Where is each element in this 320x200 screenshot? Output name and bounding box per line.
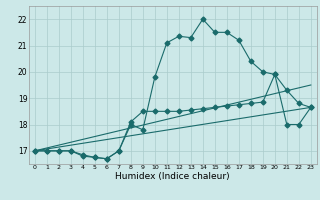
X-axis label: Humidex (Indice chaleur): Humidex (Indice chaleur) [116, 172, 230, 181]
